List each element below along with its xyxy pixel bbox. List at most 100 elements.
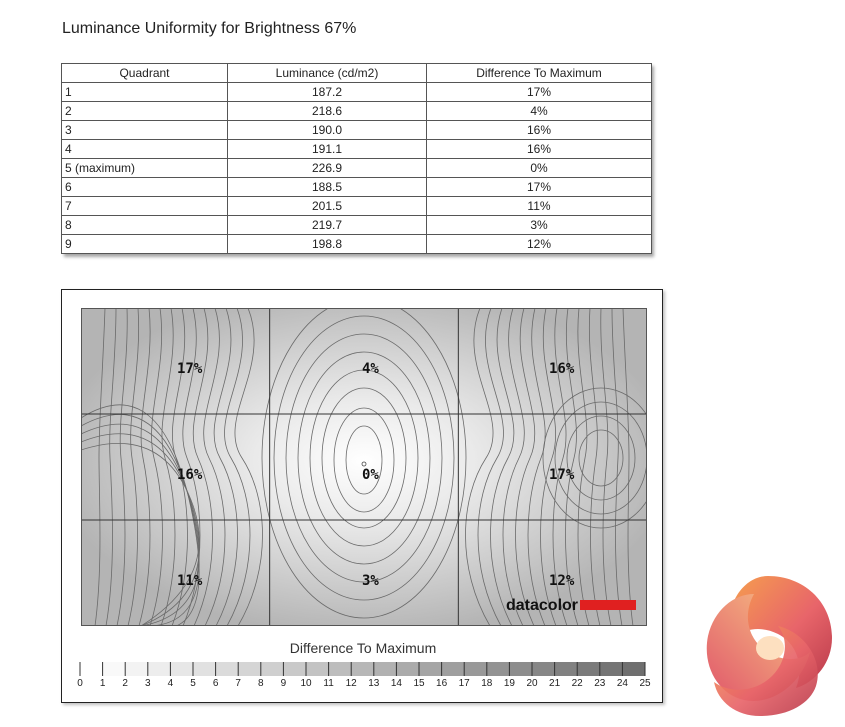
contour-line bbox=[540, 308, 557, 626]
cell-quadrant: 3 bbox=[61, 120, 228, 140]
scale-swatch bbox=[193, 662, 216, 676]
contour-line bbox=[105, 308, 117, 626]
contour-line bbox=[203, 308, 226, 626]
scale-tick-label: 23 bbox=[594, 678, 606, 689]
contour-line bbox=[566, 415, 636, 501]
cell-luminance: 190.0 bbox=[227, 120, 427, 140]
scale-tick-label: 4 bbox=[167, 678, 174, 689]
contour-line bbox=[81, 433, 200, 626]
contour-line bbox=[94, 308, 106, 626]
scale-tick-label: 8 bbox=[258, 678, 264, 689]
contour-line bbox=[600, 308, 612, 626]
cell-luminance: 191.1 bbox=[227, 139, 427, 159]
contour-line bbox=[297, 351, 431, 565]
cell-luminance: 201.5 bbox=[227, 196, 427, 216]
scale-swatch bbox=[102, 662, 126, 676]
table-row: 3 190.0 16% bbox=[61, 120, 652, 140]
cell-luminance: 218.6 bbox=[227, 101, 427, 121]
cell-quadrant: 9 bbox=[61, 234, 228, 254]
contour-line bbox=[321, 387, 407, 529]
contour-line bbox=[490, 308, 515, 626]
scale-swatch bbox=[464, 662, 487, 676]
contour-line bbox=[160, 308, 176, 626]
scale-tick-label: 11 bbox=[323, 678, 334, 689]
luminance-table-wrapper: Quadrant Luminance (cd/m2) Difference To… bbox=[61, 63, 652, 254]
contour-line bbox=[285, 333, 443, 583]
header-difference: Difference To Maximum bbox=[426, 63, 652, 83]
contour-line bbox=[527, 308, 546, 626]
cell-difference: 0% bbox=[426, 158, 652, 178]
brand-logo bbox=[700, 572, 836, 725]
table-row: 1 187.2 17% bbox=[61, 82, 652, 102]
contour-line bbox=[224, 308, 251, 626]
contour-line bbox=[234, 308, 263, 626]
scale-tick-label: 21 bbox=[549, 678, 561, 689]
contour-line bbox=[578, 429, 624, 487]
contour-line bbox=[345, 425, 383, 495]
scale-tick-label: 18 bbox=[481, 678, 493, 689]
contour-line bbox=[81, 423, 200, 626]
contour-line bbox=[213, 308, 238, 626]
cell-luminance: 198.8 bbox=[227, 234, 427, 254]
contour-line bbox=[273, 315, 455, 601]
uniformity-contour-map: datacolor bbox=[81, 308, 647, 626]
scale-swatch bbox=[147, 662, 171, 676]
scale-tick-label: 16 bbox=[436, 678, 448, 689]
scale-tick-label: 5 bbox=[190, 678, 196, 689]
cell-quadrant: 8 bbox=[61, 215, 228, 235]
scale-swatch bbox=[351, 662, 374, 676]
cell-difference: 16% bbox=[426, 120, 652, 140]
scale-tick-label: 3 bbox=[145, 678, 151, 689]
contour-line bbox=[81, 404, 200, 626]
contour-line bbox=[554, 401, 647, 515]
contour-line bbox=[116, 308, 128, 626]
contour-line bbox=[333, 407, 395, 513]
luminance-table: Quadrant Luminance (cd/m2) Difference To… bbox=[61, 63, 652, 254]
scale-tick-label: 10 bbox=[300, 678, 312, 689]
table-row: 9 198.8 12% bbox=[61, 234, 652, 254]
cell-luminance: 226.9 bbox=[227, 158, 427, 178]
scale-swatch bbox=[509, 662, 532, 676]
contour-line bbox=[81, 443, 200, 626]
scale-tick-label: 1 bbox=[99, 678, 106, 689]
scale-tick-label: 12 bbox=[345, 678, 357, 689]
contour-line bbox=[149, 308, 163, 626]
contour-line bbox=[465, 308, 494, 626]
scale-tick-label: 2 bbox=[122, 678, 128, 689]
contour-line bbox=[138, 308, 151, 626]
contour-line bbox=[515, 308, 536, 626]
cell-luminance: 219.7 bbox=[227, 215, 427, 235]
scale-tick-label: 20 bbox=[526, 678, 538, 689]
scale-bar bbox=[79, 662, 646, 676]
scale-tick-label: 19 bbox=[503, 678, 515, 689]
scale-swatch bbox=[170, 662, 193, 676]
cell-difference: 17% bbox=[426, 177, 652, 197]
table-row: 2 218.6 4% bbox=[61, 101, 652, 121]
contour-line bbox=[577, 308, 590, 626]
quadrant-label: 12% bbox=[549, 573, 575, 589]
scale-swatch bbox=[283, 662, 306, 676]
scale-swatch bbox=[396, 662, 419, 676]
contour-line bbox=[182, 308, 201, 626]
table-row: 8 219.7 3% bbox=[61, 215, 652, 235]
scale-swatch bbox=[622, 662, 645, 676]
cell-difference: 16% bbox=[426, 139, 652, 159]
table-row: 5 (maximum) 226.9 0% bbox=[61, 158, 652, 178]
cell-difference: 4% bbox=[426, 101, 652, 121]
scale-tick-label: 14 bbox=[390, 678, 402, 689]
quadrant-label: 16% bbox=[177, 467, 203, 483]
scale-swatch bbox=[419, 662, 442, 676]
scale-tick-label: 24 bbox=[616, 678, 628, 689]
cell-difference: 11% bbox=[426, 196, 652, 216]
header-luminance: Luminance (cd/m2) bbox=[227, 63, 427, 83]
quadrant-label: 17% bbox=[177, 361, 203, 377]
scale-tick-label: 13 bbox=[368, 678, 380, 689]
cell-difference: 17% bbox=[426, 82, 652, 102]
quadrant-label: 17% bbox=[549, 467, 575, 483]
table-row: 7 201.5 11% bbox=[61, 196, 652, 216]
scale-swatch bbox=[532, 662, 555, 676]
cell-quadrant: 2 bbox=[61, 101, 228, 121]
scale-tick-label: 22 bbox=[571, 678, 583, 689]
cell-luminance: 188.5 bbox=[227, 177, 427, 197]
datacolor-brand-text: datacolor bbox=[506, 597, 578, 614]
